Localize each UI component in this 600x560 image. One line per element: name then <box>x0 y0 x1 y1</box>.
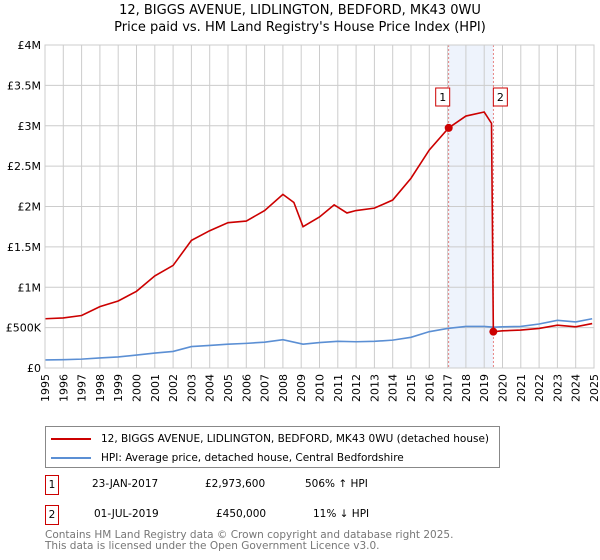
x-tick-label: 1998 <box>94 374 107 402</box>
x-tick-label: 2010 <box>314 374 327 402</box>
footer-line: Contains HM Land Registry data © Crown c… <box>45 529 454 541</box>
y-tick-label: £3M <box>18 120 42 133</box>
legend-line-red <box>51 438 91 440</box>
x-tick-label: 2021 <box>515 374 528 402</box>
footer: Contains HM Land Registry data © Crown c… <box>45 530 453 552</box>
sale-label-box <box>492 87 508 107</box>
x-tick-label: 2025 <box>588 374 600 402</box>
x-tick-label: 2000 <box>131 374 144 402</box>
legend-line-blue <box>51 457 91 459</box>
transaction-row: 2 01-JUL-2019 £450,000 11% ↓ HPI <box>45 505 445 525</box>
hpi-line <box>44 317 593 361</box>
legend-label: HPI: Average price, detached house, Cent… <box>101 452 404 464</box>
x-tick-label: 2007 <box>259 374 272 402</box>
x-tick-label: 1997 <box>76 374 89 402</box>
y-tick-label: £0 <box>27 362 41 375</box>
y-tick-label: £1M <box>18 281 42 294</box>
x-tick-label: 2011 <box>332 374 345 402</box>
x-tick-label: 2003 <box>185 374 198 402</box>
sale-label-box <box>435 87 451 107</box>
x-tick-label: 2020 <box>497 374 510 402</box>
x-tick-label: 2019 <box>478 374 491 402</box>
x-tick-label: 2024 <box>570 374 583 402</box>
x-tick-label: 2022 <box>533 374 546 402</box>
transaction-price: £450,000 <box>216 508 267 520</box>
footer-line: This data is licensed under the Open Gov… <box>45 540 380 552</box>
y-tick-label: £1.5M <box>7 241 41 254</box>
legend-label: 12, BIGGS AVENUE, LIDLINGTON, BEDFORD, M… <box>101 433 490 445</box>
x-tick-label: 2016 <box>423 374 436 402</box>
x-tick-label: 2004 <box>204 374 217 402</box>
x-tick-label: 2015 <box>405 374 418 402</box>
x-tick-label: 2018 <box>460 374 473 402</box>
legend: 12, BIGGS AVENUE, LIDLINGTON, BEDFORD, M… <box>45 426 500 468</box>
legend-item-hpi: HPI: Average price, detached house, Cent… <box>51 451 404 465</box>
y-tick-label: £4M <box>18 39 42 52</box>
transaction-badge: 1 <box>45 475 59 495</box>
y-tick-label: £500K <box>6 322 42 335</box>
chart-title: 12, BIGGS AVENUE, LIDLINGTON, BEDFORD, M… <box>119 3 481 18</box>
price-chart: £0 £500K £1M £1.5M £2M £2.5M £3M £3.5M £4M 1995 19… <box>6 39 600 402</box>
x-tick-label: 1996 <box>57 374 70 402</box>
transaction-badge: 2 <box>45 505 59 525</box>
x-tick-label: 2002 <box>167 374 180 402</box>
transaction-hpi: 506% ↑ HPI <box>305 478 368 490</box>
sale-point <box>489 327 498 336</box>
transaction-hpi: 11% ↓ HPI <box>313 508 370 520</box>
x-tick-label: 2009 <box>295 374 308 402</box>
x-tick-label: 1995 <box>39 374 52 402</box>
x-tick-label: 2023 <box>551 374 564 402</box>
x-tick-label: 2005 <box>222 374 235 402</box>
sale-point <box>444 123 453 132</box>
property-price-line <box>44 111 593 333</box>
x-tick-label: 2017 <box>442 374 455 402</box>
x-tick-label: 2014 <box>387 374 400 402</box>
x-tick-label: 2006 <box>240 374 253 402</box>
y-tick-label: £2M <box>18 201 42 214</box>
transaction-price: £2,973,600 <box>205 478 266 490</box>
plot-border <box>44 44 595 369</box>
chart-subtitle: Price paid vs. HM Land Registry's House … <box>114 20 486 35</box>
transaction-date: 23-JAN-2017 <box>92 478 159 490</box>
sale-label: 2 <box>497 91 504 104</box>
legend-item-property: 12, BIGGS AVENUE, LIDLINGTON, BEDFORD, M… <box>51 432 489 446</box>
y-tick-label: £3.5M <box>7 79 41 92</box>
transaction-row: 1 23-JAN-2017 £2,973,600 506% ↑ HPI <box>45 475 445 495</box>
y-tick-label: £2.5M <box>7 160 41 173</box>
x-tick-label: 2012 <box>350 374 363 402</box>
x-tick-label: 1999 <box>112 374 125 402</box>
x-tick-label: 2008 <box>277 374 290 402</box>
x-tick-label: 2013 <box>368 374 381 402</box>
sale-label: 1 <box>439 91 446 104</box>
transaction-date: 01-JUL-2019 <box>94 508 159 520</box>
x-tick-label: 2001 <box>149 374 162 402</box>
